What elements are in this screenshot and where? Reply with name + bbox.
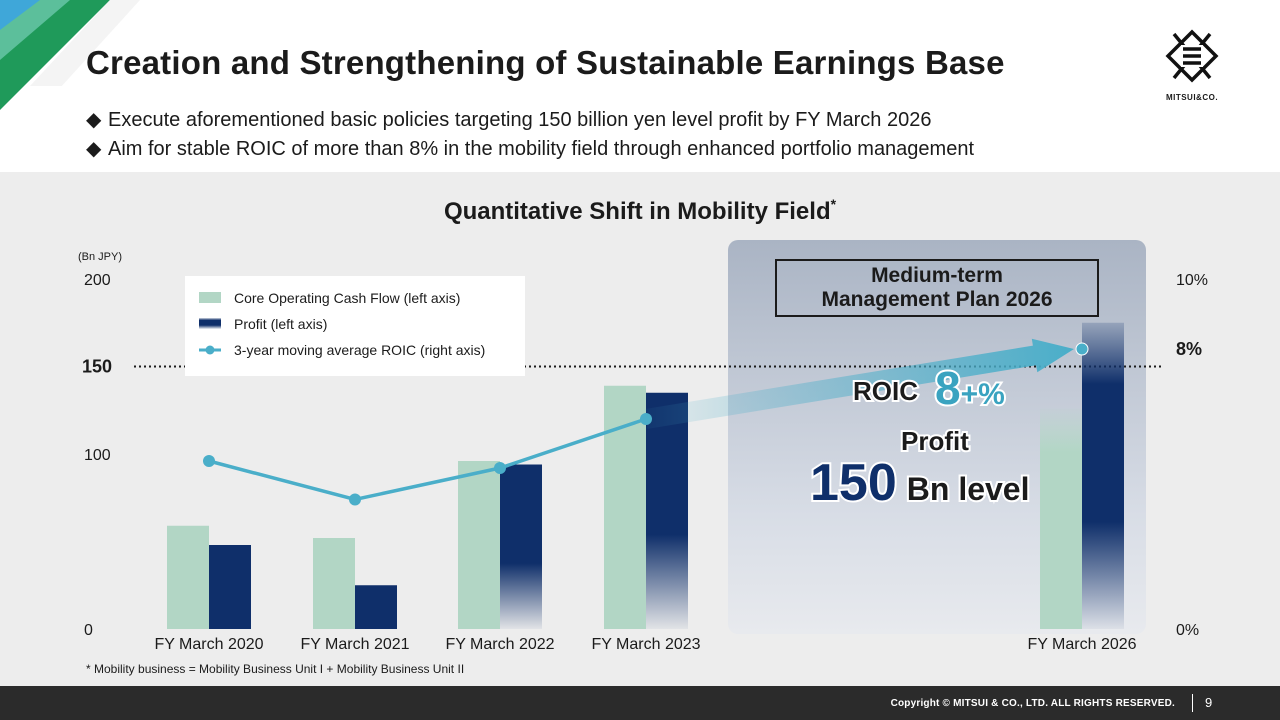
bar-profit	[646, 392, 688, 629]
bullet-list: ◆ Execute aforementioned basic policies t…	[86, 106, 974, 164]
plan-title-line1: Medium-term	[871, 264, 1003, 287]
profit-value: 150 Bn level	[810, 454, 1029, 512]
roic-point	[640, 413, 652, 425]
bullet-item: ◆ Execute aforementioned basic policies t…	[86, 106, 974, 135]
logo-text: MITSUI&CO.	[1165, 93, 1219, 102]
roic-projection-arrow	[644, 338, 1074, 429]
profit-label: Profit	[901, 426, 969, 456]
profit-value-number: 150	[810, 454, 897, 512]
bar-profit	[1082, 322, 1124, 629]
profit-target: Profit 150 Bn level	[808, 424, 1031, 514]
page-title: Creation and Strengthening of Sustainabl…	[86, 44, 1005, 81]
plan-title-line2: Management Plan 2026	[821, 288, 1052, 311]
left-tick-label: 150	[82, 357, 112, 377]
chart-title-marker: *	[831, 196, 837, 212]
x-axis-label: FY March 2023	[591, 636, 700, 653]
bullet-item: ◆ Aim for stable ROIC of more than 8% in …	[86, 135, 974, 164]
right-tick-label: 10%	[1176, 272, 1208, 289]
roic-point	[349, 493, 361, 506]
roic-value-number: 8	[935, 362, 961, 414]
legend-label-cocf: Core Operating Cash Flow (left axis)	[234, 290, 460, 306]
bar-profit	[209, 545, 251, 629]
legend-box	[185, 276, 525, 376]
roic-point	[203, 455, 215, 467]
left-tick-label: 200	[84, 272, 111, 289]
legend-swatch-profit	[199, 318, 221, 329]
left-tick-label: 100	[84, 447, 111, 464]
profit-value-unit: Bn level	[907, 471, 1030, 507]
right-tick-label: 0%	[1176, 622, 1199, 639]
bar-core-operating-cash-flow	[458, 461, 500, 629]
bar-profit	[355, 585, 397, 629]
chart-legend: Core Operating Cash Flow (left axis) Pro…	[185, 276, 525, 376]
legend-label-roic: 3-year moving average ROIC (right axis)	[234, 342, 485, 358]
diamond-bullet-icon: ◆	[86, 109, 102, 131]
bar-core-operating-cash-flow	[167, 525, 209, 629]
left-axis-unit: (Bn JPY)	[78, 251, 122, 263]
diamond-bullet-icon: ◆	[86, 138, 102, 160]
left-tick-label: 0	[84, 622, 93, 639]
x-axis-label: FY March 2026	[1027, 636, 1136, 653]
mitsui-logo-icon	[1165, 29, 1219, 83]
roic-point	[1075, 342, 1089, 356]
legend-swatch-roic-dot	[205, 345, 215, 355]
footer-separator	[1192, 694, 1193, 712]
chart-title-text: Quantitative Shift in Mobility Field	[444, 198, 831, 225]
roic-target: ROIC 8+%	[851, 360, 1007, 416]
chart-footnote: * Mobility business = Mobility Business …	[86, 662, 465, 676]
x-axis-label: FY March 2022	[445, 636, 554, 653]
corner-decoration	[0, 0, 175, 110]
x-axis-label: FY March 2020	[154, 636, 263, 653]
copyright-text: Copyright © MITSUI & CO., LTD. ALL RIGHT…	[890, 698, 1175, 709]
bar-core-operating-cash-flow	[313, 538, 355, 629]
roic-value-suffix: +%	[961, 378, 1005, 411]
page-number: 9	[1205, 695, 1213, 710]
company-logo: MITSUI&CO.	[1162, 28, 1222, 102]
mobility-chart: Quantitative Shift in Mobility Field* (B…	[78, 196, 1208, 653]
legend-label-profit: Profit (left axis)	[234, 316, 327, 332]
bullet-text: Execute aforementioned basic policies ta…	[108, 109, 932, 131]
footer-bar: Copyright © MITSUI & CO., LTD. ALL RIGHT…	[0, 686, 1280, 720]
bar-core-operating-cash-flow	[1040, 408, 1082, 629]
roic-label: ROIC	[853, 376, 918, 406]
bullet-text: Aim for stable ROIC of more than 8% in t…	[108, 138, 975, 160]
plan-title-box: Medium-term Management Plan 2026	[775, 259, 1099, 317]
bar-profit	[500, 464, 542, 629]
roic-value: 8+%	[935, 362, 1005, 414]
right-tick-label: 8%	[1176, 339, 1202, 359]
legend-swatch-cocf	[199, 292, 221, 303]
x-axis-label: FY March 2021	[300, 636, 409, 653]
roic-line	[208, 417, 647, 502]
chart-title: Quantitative Shift in Mobility Field*	[444, 196, 837, 225]
roic-point	[494, 462, 506, 474]
